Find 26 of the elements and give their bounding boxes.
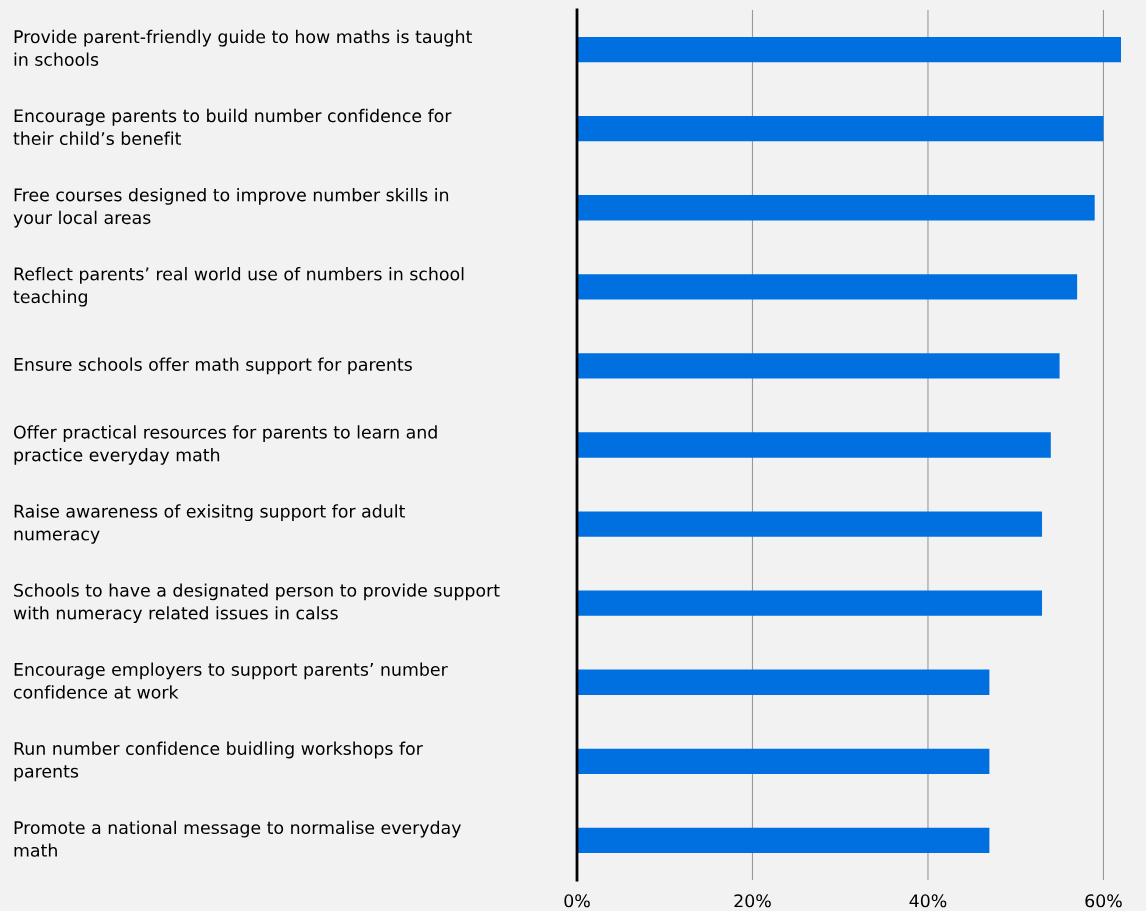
- x-tick-label: 0%: [564, 894, 590, 908]
- y-tick-label: Raise awareness of exisitng support for adult numeracy: [14, 504, 405, 544]
- y-tick-label: Provide parent-friendly guide to how maths is taught in schools: [14, 29, 472, 66]
- x-tick-label: 40%: [909, 894, 947, 908]
- bar: [577, 590, 1043, 616]
- bar: [577, 195, 1095, 221]
- bar: [577, 115, 1104, 142]
- x-tick-label: 20%: [734, 894, 771, 908]
- y-tick-label: Encourage employers to support parents’ number confidence at work: [13, 662, 448, 699]
- y-tick-label: Schools to have a designated person to provide support with numeracy related issues in calss: [13, 583, 500, 623]
- y-tick-label: Ensure schools offer math support for parents: [14, 357, 412, 375]
- y-tick-label: Offer practical resources for parents to learn and practice everyday math: [13, 425, 437, 465]
- bar: [577, 748, 990, 775]
- bar: [577, 432, 1051, 458]
- y-tick-label: Free courses designed to improve number skills in your local areas: [13, 187, 449, 228]
- x-tick-label: 60%: [1085, 894, 1122, 908]
- y-tick-label: Reflect parents’ real world use of numbers in school teaching: [13, 267, 464, 307]
- bar: [577, 36, 1121, 63]
- bar: [577, 274, 1078, 300]
- y-tick-label: Encourage parents to build number confidence for their child’s benefit: [13, 108, 452, 146]
- bar: [577, 353, 1060, 379]
- bar: [577, 511, 1043, 537]
- bar: [577, 827, 990, 854]
- y-tick-label: Run number confidence buidling workshops for parents: [14, 741, 423, 782]
- bar: [577, 669, 990, 695]
- y-tick-label: Promote a national message to normalise everyday math: [14, 820, 461, 857]
